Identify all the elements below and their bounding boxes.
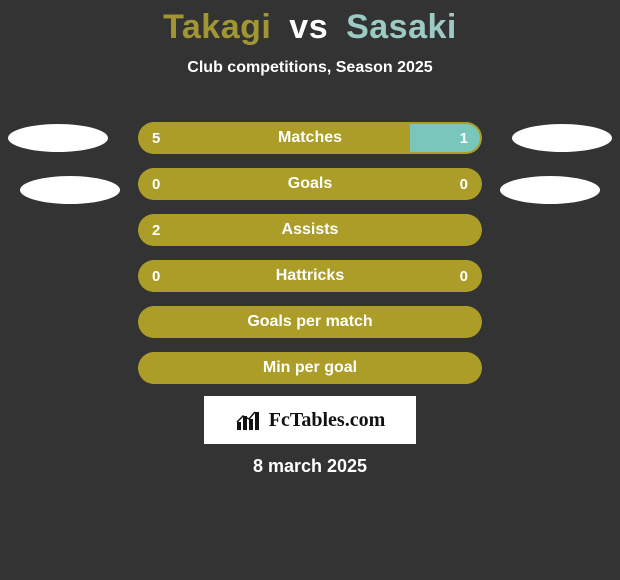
stat-value-right: 1 [460,122,468,154]
date-label: 8 march 2025 [0,456,620,477]
player1-name: Takagi [163,8,271,46]
bar-border [138,352,482,384]
bar-border [138,260,482,292]
branding-badge: FcTables.com [204,396,416,444]
stat-row: 00Goals [138,168,482,200]
bar-border [138,306,482,338]
stat-value-right: 0 [460,168,468,200]
subtitle: Club competitions, Season 2025 [0,59,620,77]
team-logo-right-1 [512,124,612,152]
vs-text: vs [281,8,336,46]
stat-row: Goals per match [138,306,482,338]
stat-row: 2Assists [138,214,482,246]
stat-row: Min per goal [138,352,482,384]
bar-border [138,168,482,200]
stat-row: 00Hattricks [138,260,482,292]
team-logo-left-1 [8,124,108,152]
comparison-card: Takagi vs Sasaki Club competitions, Seas… [0,0,620,580]
bar-border [138,214,482,246]
team-logo-left-2 [20,176,120,204]
bar-border [138,122,482,154]
branding-text: FcTables.com [269,409,385,432]
stat-value-left: 2 [152,214,160,246]
player2-name: Sasaki [346,8,457,46]
stat-row: 51Matches [138,122,482,154]
page-title: Takagi vs Sasaki [0,0,620,47]
stat-bars: 51Matches00Goals2Assists00HattricksGoals… [138,122,482,398]
chart-icon [235,408,263,432]
stat-value-left: 0 [152,168,160,200]
stat-value-right: 0 [460,260,468,292]
stat-value-left: 5 [152,122,160,154]
team-logo-right-2 [500,176,600,204]
stat-value-left: 0 [152,260,160,292]
